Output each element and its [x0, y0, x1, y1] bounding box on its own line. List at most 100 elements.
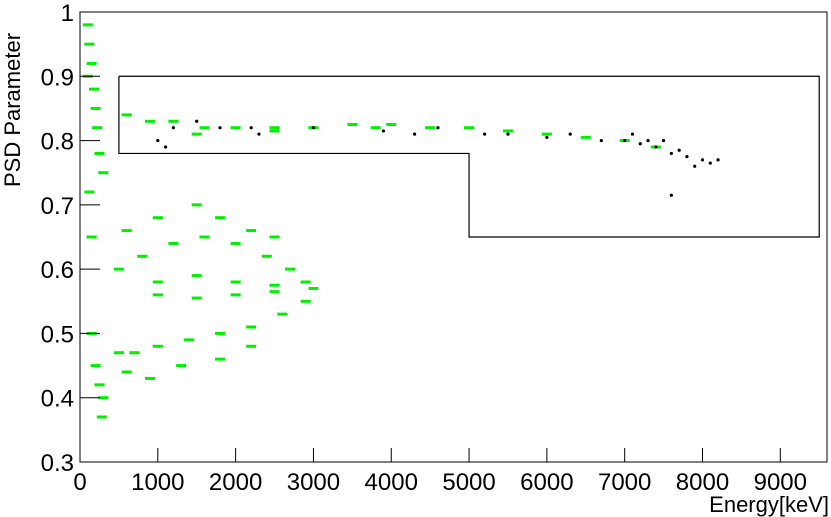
point [156, 138, 160, 143]
point [669, 193, 673, 197]
point [121, 370, 132, 374]
plot-frame [79, 11, 828, 463]
point [176, 364, 187, 368]
point [171, 126, 175, 130]
point [96, 415, 107, 419]
point [502, 129, 513, 133]
point [121, 229, 132, 233]
point [257, 132, 261, 136]
point [506, 132, 510, 136]
point [94, 383, 105, 387]
point [381, 129, 386, 133]
point [191, 203, 202, 207]
point [86, 61, 97, 65]
point [716, 158, 720, 162]
y-tick-label: 0.5 [41, 321, 74, 348]
point [269, 235, 280, 239]
point [483, 132, 487, 136]
point [199, 235, 210, 239]
x-tick-label: 9000 [754, 469, 807, 496]
point [163, 145, 168, 149]
point [215, 331, 226, 335]
point [308, 286, 319, 290]
point [82, 23, 93, 27]
point [230, 293, 241, 297]
point [86, 235, 97, 239]
point [98, 396, 109, 400]
point [708, 161, 712, 165]
y-tick-label: 0.4 [41, 386, 74, 413]
point [677, 148, 681, 152]
point [152, 216, 163, 220]
point [191, 296, 202, 300]
y-tick-label: 0.6 [41, 257, 74, 284]
point [218, 126, 222, 130]
y-tick-label: 0.8 [41, 129, 74, 156]
point [638, 142, 642, 146]
point [152, 344, 163, 348]
point [215, 216, 226, 220]
point [113, 351, 124, 355]
x-tick-label: 7000 [598, 469, 651, 496]
point [661, 138, 666, 143]
y-tick-label: 0.9 [41, 64, 74, 91]
point [152, 293, 163, 297]
point [98, 171, 109, 175]
point [568, 132, 572, 136]
point [311, 126, 316, 130]
point [90, 106, 101, 110]
point [183, 338, 194, 342]
point [195, 119, 199, 123]
point [137, 254, 148, 258]
point [215, 357, 226, 361]
point [92, 126, 103, 130]
point [145, 119, 156, 123]
x-tick-label: 6000 [520, 469, 573, 496]
point [277, 312, 288, 316]
point [700, 158, 705, 162]
point [129, 351, 140, 355]
y-axis-title: PSD Parameter [0, 33, 25, 187]
x-tick-label: 1000 [131, 469, 184, 496]
point [623, 138, 627, 143]
point [230, 126, 241, 130]
point [269, 283, 280, 287]
point [580, 135, 591, 139]
point [199, 126, 210, 130]
point [191, 132, 202, 136]
point [386, 123, 397, 126]
point [412, 132, 417, 136]
point [84, 42, 95, 46]
point [464, 126, 475, 130]
x-tick-label: 3000 [287, 469, 340, 496]
y-tick-label: 0.3 [41, 450, 74, 477]
point [599, 138, 603, 143]
point [230, 280, 241, 284]
point [261, 254, 272, 258]
x-tick-label: 5000 [442, 469, 495, 496]
point [246, 344, 257, 348]
point [693, 164, 697, 168]
point [541, 132, 552, 136]
point [630, 132, 635, 136]
point [230, 241, 241, 245]
point [168, 119, 179, 123]
point [300, 299, 311, 303]
point [269, 290, 280, 294]
point [370, 126, 381, 130]
point [168, 241, 179, 245]
point [285, 267, 296, 271]
point [545, 135, 549, 139]
point [269, 129, 280, 133]
point [347, 123, 358, 126]
point [121, 113, 132, 117]
point [669, 151, 673, 156]
point [94, 151, 105, 155]
point [246, 229, 257, 233]
point [191, 274, 202, 278]
x-tick-label: 0 [73, 469, 86, 496]
point [685, 155, 689, 159]
point [113, 267, 124, 271]
